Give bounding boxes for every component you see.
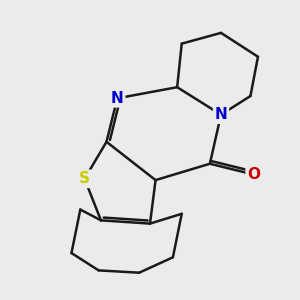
- Text: N: N: [111, 91, 124, 106]
- Text: S: S: [79, 171, 90, 186]
- Text: O: O: [247, 167, 260, 182]
- Text: N: N: [214, 107, 227, 122]
